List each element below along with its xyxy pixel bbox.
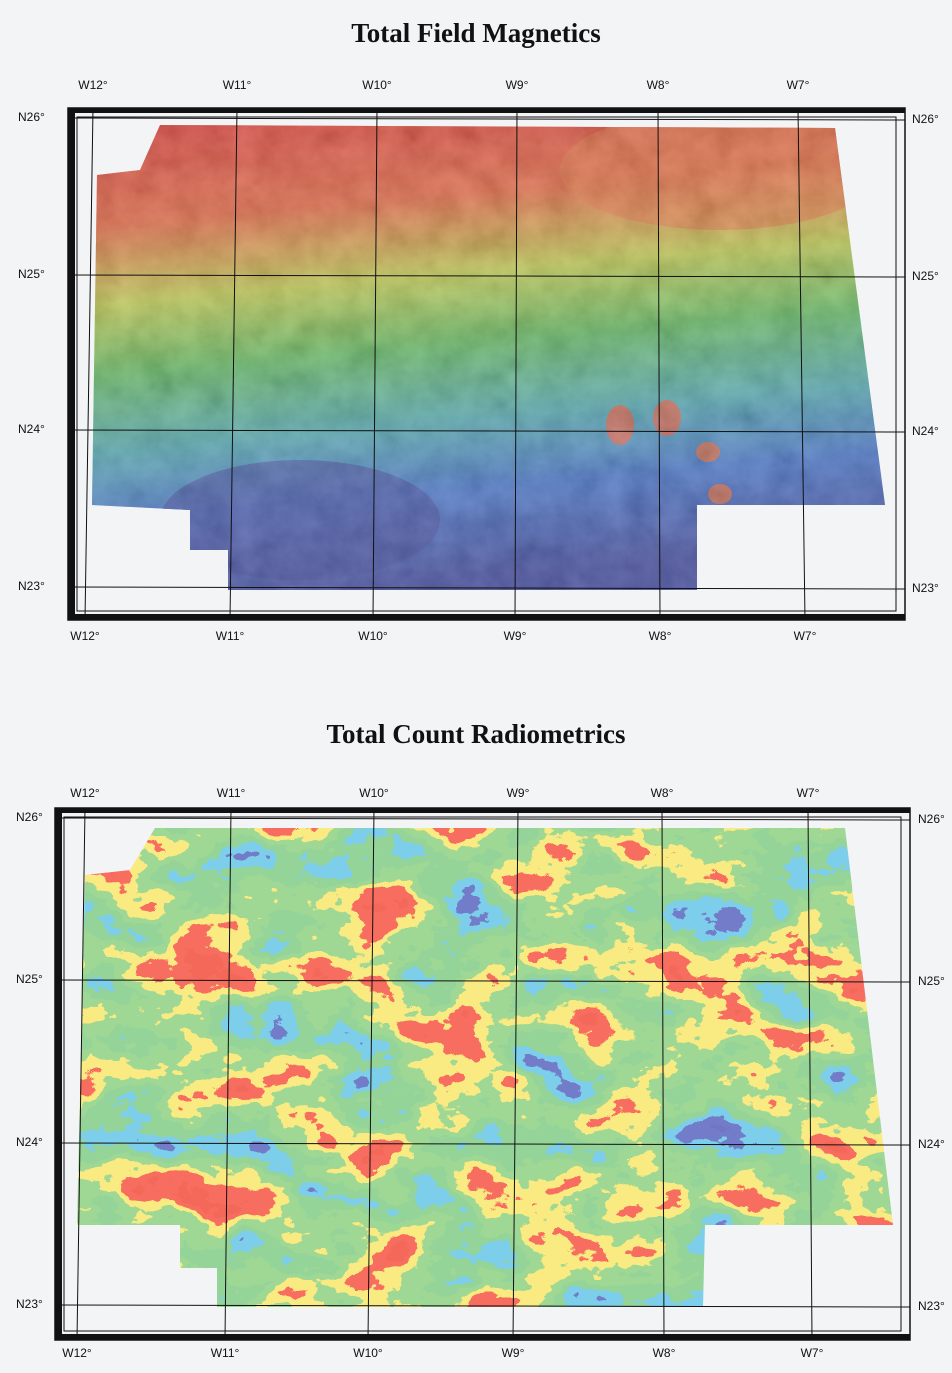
longitude-label: W10° [353, 1346, 383, 1360]
latitude-label: N26° [918, 812, 945, 826]
latitude-label: N23° [912, 581, 939, 595]
frame-bar-left [55, 808, 62, 1340]
longitude-label: W7° [797, 786, 820, 800]
longitude-label: W9° [506, 78, 529, 92]
frame-bar-left [68, 108, 75, 620]
longitude-label: W8° [649, 629, 672, 643]
longitude-label: W9° [507, 786, 530, 800]
latitude-label: N23° [18, 579, 45, 593]
frame-bar-bottom [68, 614, 905, 620]
longitude-label: W7° [794, 629, 817, 643]
latitude-label: N24° [16, 1135, 43, 1149]
longitude-label: W12° [78, 78, 108, 92]
longitude-label: W12° [70, 629, 100, 643]
frame-bar-top [68, 108, 905, 113]
latitude-label: N23° [918, 1299, 945, 1313]
longitude-label: W10° [359, 786, 389, 800]
latitude-label: N25° [918, 974, 945, 988]
longitude-label: W8° [651, 786, 674, 800]
latitude-label: N24° [918, 1137, 945, 1151]
latitude-label: N25° [16, 972, 43, 986]
longitude-label: W9° [502, 1346, 525, 1360]
longitude-label: W11° [217, 786, 246, 800]
longitude-label: W10° [358, 629, 388, 643]
latitude-label: N26° [18, 110, 45, 124]
latitude-label: N26° [912, 112, 939, 126]
meridian [85, 108, 93, 620]
longitude-label: W9° [504, 629, 527, 643]
map-title: Total Field Magnetics [351, 18, 601, 48]
latitude-label: N25° [18, 267, 45, 281]
longitude-label: W8° [647, 78, 670, 92]
longitude-label: W7° [787, 78, 810, 92]
longitude-label: W11° [211, 1346, 240, 1360]
latitude-label: N24° [18, 422, 45, 436]
page: Total Field Magnetics W12° W12° W11° W11° W10… [0, 0, 952, 1373]
latitude-label: N26° [16, 810, 43, 824]
frame-bar-top [55, 808, 910, 813]
longitude-label: W8° [653, 1346, 676, 1360]
map-title: Total Count Radiometrics [326, 719, 625, 749]
latitude-label: N23° [16, 1297, 43, 1311]
longitude-label: W12° [62, 1346, 92, 1360]
magnetics-image [80, 110, 900, 600]
latitude-label: N25° [912, 269, 939, 283]
longitude-label: W7° [801, 1346, 824, 1360]
frame-bar-bottom [55, 1334, 910, 1340]
longitude-label: W12° [70, 786, 100, 800]
longitude-label: W11° [216, 629, 245, 643]
parallel [55, 818, 910, 820]
parallel [68, 118, 905, 120]
longitude-label: W11° [223, 78, 252, 92]
longitude-label: W10° [362, 78, 392, 92]
radiometrics-image [70, 820, 900, 1315]
latitude-label: N24° [912, 424, 939, 438]
